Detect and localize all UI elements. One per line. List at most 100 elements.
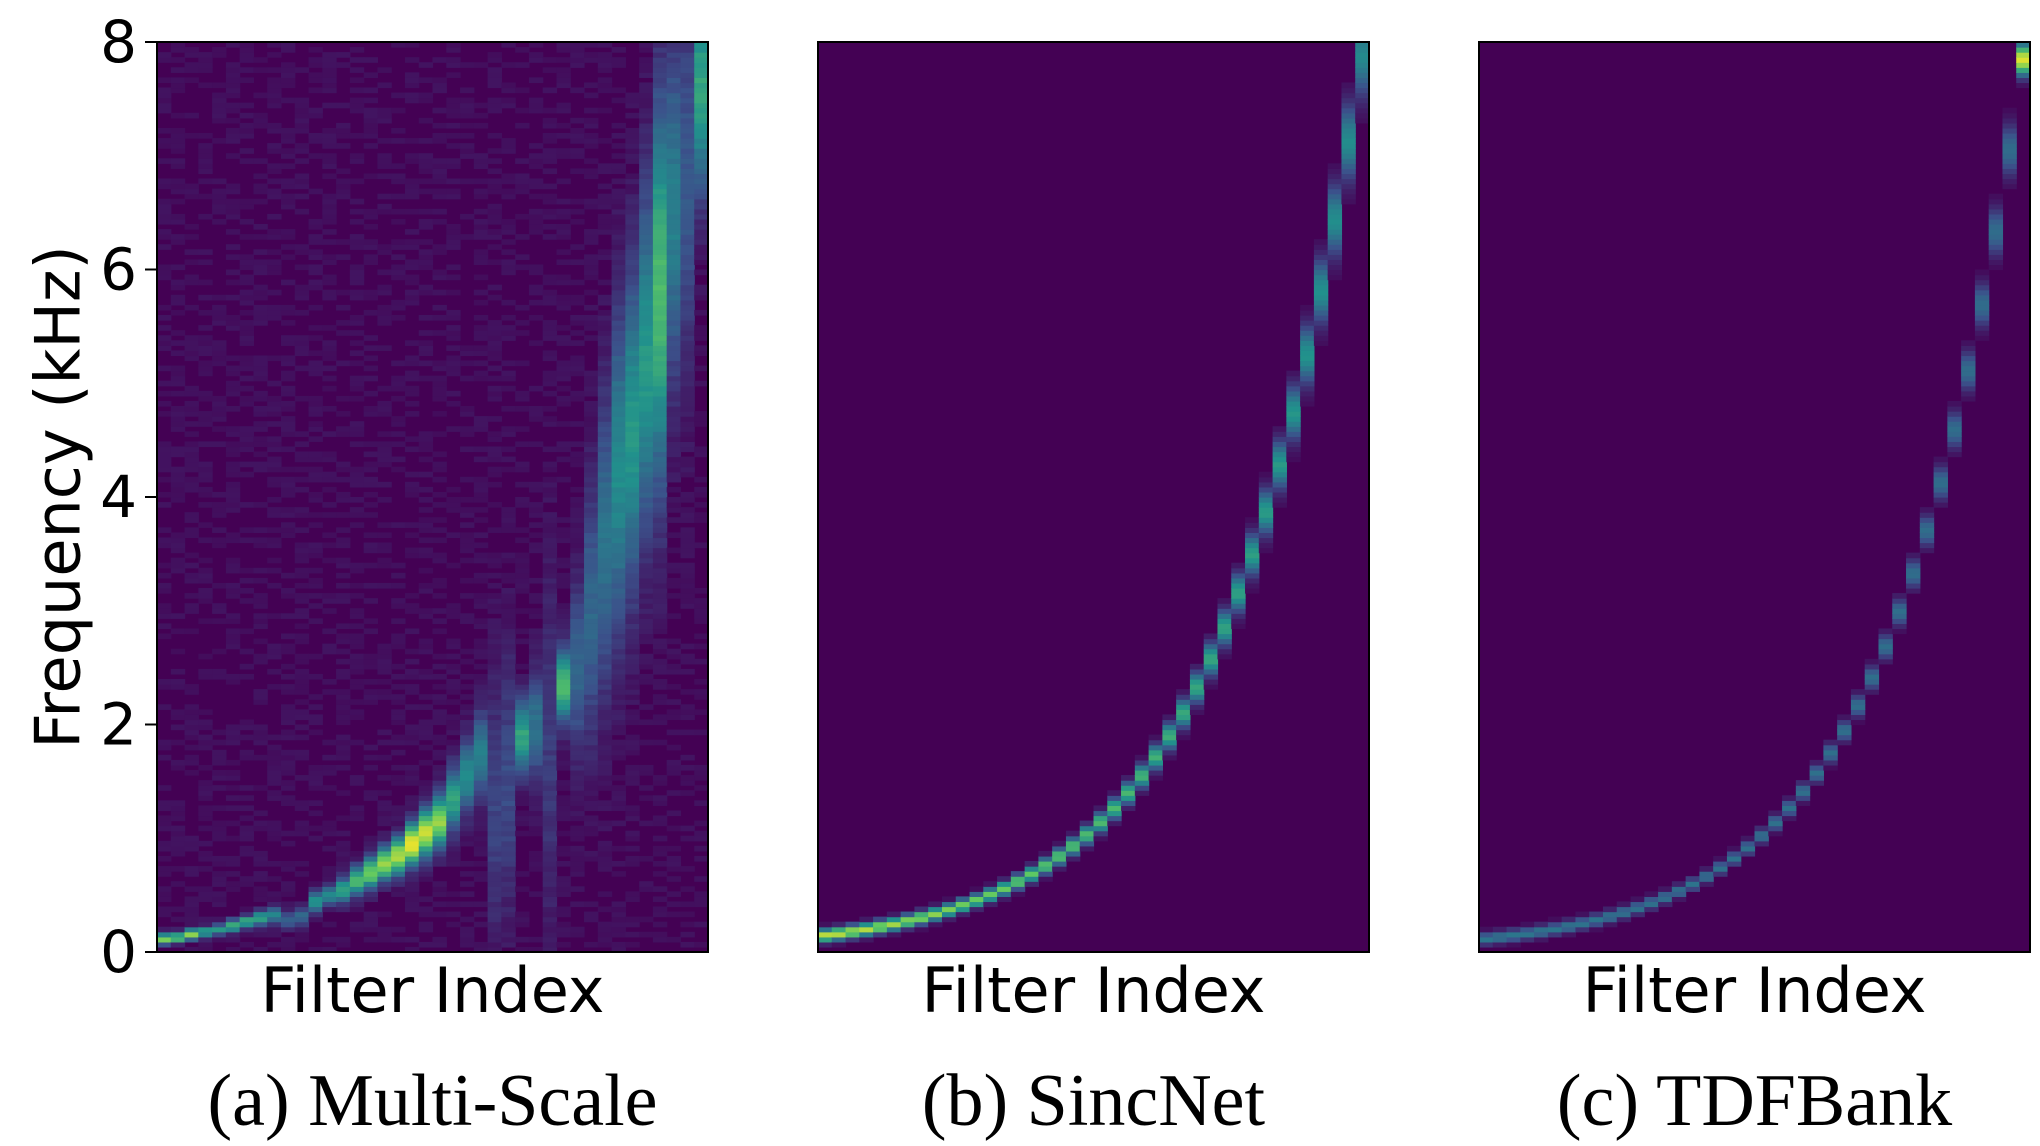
heatmap-cell — [418, 613, 434, 619]
heatmap-cell — [556, 446, 571, 453]
heatmap-cell — [212, 411, 227, 417]
heatmap-cell — [432, 749, 447, 756]
heatmap-cell — [225, 213, 241, 220]
heatmap-cell — [446, 507, 461, 513]
heatmap-cell — [349, 360, 365, 367]
heatmap-cell — [611, 304, 626, 311]
heatmap-cell — [639, 309, 654, 316]
heatmap-cell — [460, 613, 475, 619]
heatmap-cell — [1355, 82, 1370, 89]
heatmap-cell — [556, 57, 571, 63]
heatmap-cell — [170, 234, 186, 240]
heatmap-cell — [1286, 451, 1301, 458]
heatmap-cell — [308, 896, 323, 903]
heatmap-cell — [487, 921, 502, 928]
heatmap-cell — [239, 461, 255, 468]
heatmap-cell — [267, 400, 282, 407]
heatmap-cell — [294, 547, 310, 554]
heatmap-cell — [570, 340, 585, 346]
heatmap-cell — [460, 754, 475, 761]
heatmap-cell — [404, 138, 420, 144]
heatmap-cell — [157, 896, 172, 903]
heatmap-cell — [487, 527, 502, 533]
heatmap-cell — [363, 936, 379, 943]
heatmap-cell — [625, 502, 640, 508]
heatmap-cell — [666, 62, 682, 68]
heatmap-cell — [404, 689, 420, 695]
heatmap-cell — [446, 845, 461, 852]
heatmap-cell — [473, 299, 489, 306]
heatmap-cell — [308, 153, 323, 159]
heatmap-cell — [542, 476, 558, 483]
heatmap-cell — [170, 881, 186, 887]
heatmap-cell — [666, 486, 682, 493]
heatmap-cell — [253, 785, 268, 791]
heatmap-cell — [198, 365, 213, 372]
heatmap-cell — [308, 522, 323, 528]
heatmap-cell — [1121, 780, 1136, 786]
heatmap-cell — [1837, 734, 1852, 741]
heatmap-cell — [542, 406, 558, 412]
heatmap-cell — [212, 759, 227, 766]
heatmap-cell — [157, 466, 172, 473]
heatmap-cell — [666, 390, 682, 397]
heatmap-cell — [542, 901, 558, 908]
heatmap-cell — [694, 416, 709, 422]
heatmap-cell — [570, 451, 585, 458]
heatmap-cell — [639, 855, 654, 862]
heatmap-cell — [239, 426, 255, 432]
heatmap-cell — [570, 57, 585, 63]
heatmap-cell — [391, 431, 406, 437]
heatmap-cell — [280, 476, 296, 483]
heatmap-cell — [501, 714, 516, 721]
heatmap-cell — [1974, 320, 1990, 326]
heatmap-cell — [584, 234, 599, 240]
heatmap-cell — [1231, 603, 1246, 609]
heatmap-cell — [542, 866, 558, 872]
heatmap-cell — [446, 335, 461, 341]
heatmap-cell — [625, 188, 640, 195]
heatmap-cell — [212, 193, 227, 200]
heatmap-cell — [157, 92, 172, 99]
heatmap-cell — [639, 623, 654, 630]
heatmap-cell — [184, 249, 199, 255]
heatmap-cell — [336, 739, 351, 746]
heatmap-cell — [225, 785, 241, 791]
heatmap-cell — [170, 446, 186, 453]
heatmap-cell — [212, 835, 227, 842]
heatmap-cell — [418, 522, 434, 528]
heatmap-cell — [391, 598, 406, 604]
heatmap-cell — [473, 749, 489, 756]
heatmap-cell — [1093, 825, 1108, 832]
heatmap-cell — [1162, 744, 1177, 751]
heatmap-cell — [969, 901, 984, 908]
heatmap-cell — [225, 567, 241, 574]
heatmap-cell — [473, 259, 489, 266]
heatmap-cell — [294, 633, 310, 640]
heatmap-cell — [212, 304, 227, 311]
heatmap-cell — [377, 805, 392, 812]
heatmap-cell — [542, 709, 558, 715]
heatmap-cell — [432, 249, 447, 255]
heatmap-cell — [322, 133, 337, 139]
heatmap-cell — [267, 582, 282, 589]
heatmap-cell — [570, 547, 585, 554]
heatmap-cell — [170, 648, 186, 655]
heatmap-cell — [1258, 486, 1274, 493]
heatmap-cell — [501, 188, 516, 195]
heatmap-cell — [377, 451, 392, 458]
heatmap-cell — [528, 658, 544, 665]
heatmap-cell — [584, 557, 599, 564]
heatmap-cell — [212, 648, 227, 655]
heatmap-cell — [391, 208, 406, 215]
heatmap-cell — [528, 315, 544, 321]
heatmap-cell — [418, 582, 434, 589]
heatmap-cell — [487, 830, 502, 837]
heatmap-cell — [611, 213, 626, 220]
heatmap-cell — [473, 623, 489, 630]
heatmap-cell — [473, 153, 489, 159]
heatmap-cell — [446, 57, 461, 63]
heatmap-cell — [570, 699, 585, 705]
heatmap-cell — [694, 350, 709, 357]
heatmap-cell — [639, 330, 654, 336]
